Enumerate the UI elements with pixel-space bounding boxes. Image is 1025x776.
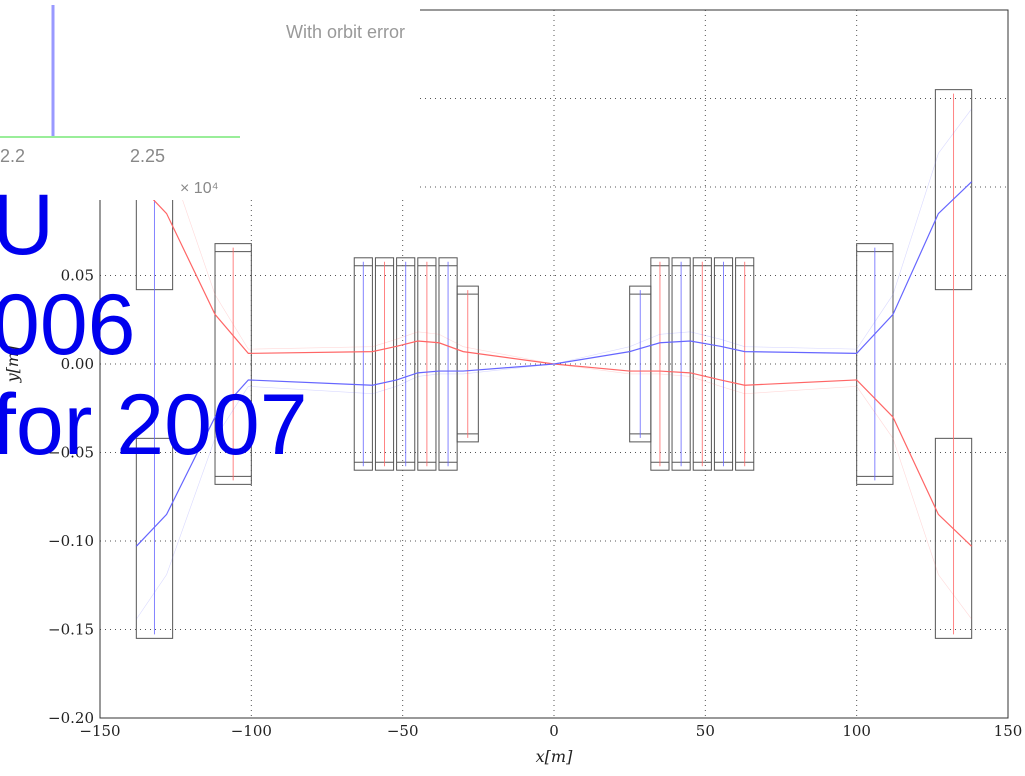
aperture-box: [456, 285, 479, 443]
y-tick-label: 0.00: [61, 355, 94, 373]
x-tick-label: −100: [231, 722, 272, 740]
aperture-box: [671, 257, 691, 471]
x-tick-label: 150: [994, 722, 1023, 740]
x-tick-label: 0: [549, 722, 559, 740]
aperture-box: [856, 243, 894, 485]
aperture-box: [396, 257, 416, 471]
aperture-box: [374, 257, 395, 471]
x-tick-label: 100: [842, 722, 871, 740]
y-axis-label: y[m]: [3, 345, 22, 383]
aperture-box: [713, 257, 734, 471]
series-line-1: [135, 181, 973, 547]
y-tick-label: 0.05: [61, 267, 94, 285]
x-tick-label: −150: [79, 722, 120, 740]
aperture-boxes: [135, 89, 973, 639]
x-tick-labels: −150 −100 −50 0 50 100 150: [79, 722, 1022, 740]
inset-exponent-label: × 10⁴: [180, 180, 219, 197]
series-lines: [135, 93, 973, 635]
aperture-box: [692, 257, 712, 471]
inset-panel: 2.2 2.25 × 10⁴ With orbit error: [0, 0, 420, 200]
aperture-box: [417, 257, 437, 471]
inset-tick-label: 2.25: [130, 146, 166, 166]
x-axis-label: x[m]: [536, 747, 573, 766]
inset-legend-text: With orbit error: [286, 22, 406, 42]
aperture-box: [735, 257, 755, 471]
y-tick-label: −0.15: [48, 621, 94, 639]
y-tick-label: −0.10: [48, 532, 94, 550]
axes-frame: [99, 9, 1009, 719]
inset-tick-label: 2.2: [0, 146, 26, 166]
aperture-box: [650, 257, 670, 471]
inset-svg: [0, 5, 240, 138]
aperture-box: [214, 243, 252, 485]
inset-plot: 2.2 2.25 × 10⁴: [0, 0, 240, 200]
y-tick-label: −0.05: [48, 444, 94, 462]
series-envelope-1: [136, 108, 972, 620]
x-tick-label: 50: [696, 722, 715, 740]
aperture-box: [353, 257, 373, 471]
x-tick-label: −50: [387, 722, 419, 740]
y-tick-labels: −0.20 −0.15 −0.10 −0.05 0.00 0.05: [48, 267, 94, 728]
y-tick-label: −0.20: [48, 709, 94, 727]
